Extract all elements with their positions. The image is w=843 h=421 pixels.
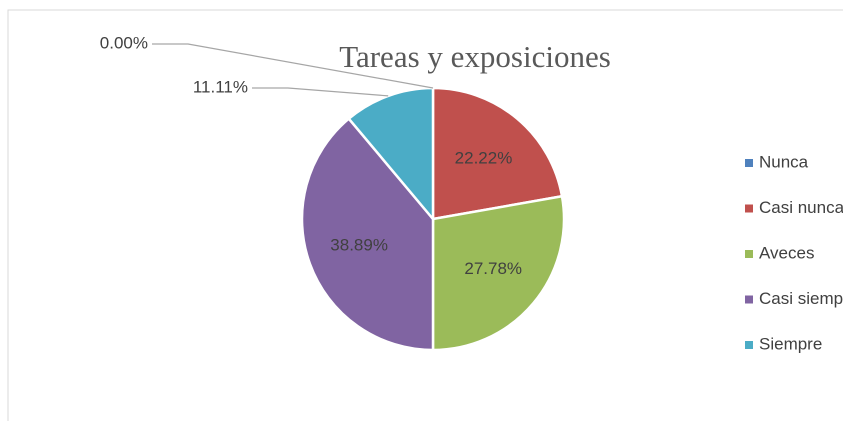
leader-line — [152, 43, 434, 89]
pie-slice — [431, 86, 564, 221]
pie-slice — [347, 86, 435, 223]
data-label: 22.22% — [455, 148, 513, 167]
data-label: 38.89% — [330, 235, 388, 254]
chart-border — [7, 9, 843, 421]
legend-label: Aveces — [759, 243, 814, 262]
legend-label: Casi nunca — [759, 198, 843, 217]
legend-label: Siempre — [759, 334, 822, 353]
data-label: 11.11% — [193, 77, 248, 96]
pie-slice — [431, 194, 566, 352]
legend-swatch — [745, 204, 753, 213]
legend-label: Casi siempre — [759, 289, 843, 308]
legend-swatch — [745, 295, 753, 304]
leader-line — [252, 87, 389, 97]
chart-title: Tareas y exposiciones — [339, 39, 611, 74]
data-label: 27.78% — [464, 259, 522, 278]
legend-label: Nunca — [759, 152, 809, 171]
legend-swatch — [745, 341, 753, 349]
data-label: 0.00% — [100, 33, 148, 52]
pie-slice — [300, 116, 435, 352]
legend-swatch — [745, 159, 753, 167]
legend-swatch — [745, 250, 753, 258]
